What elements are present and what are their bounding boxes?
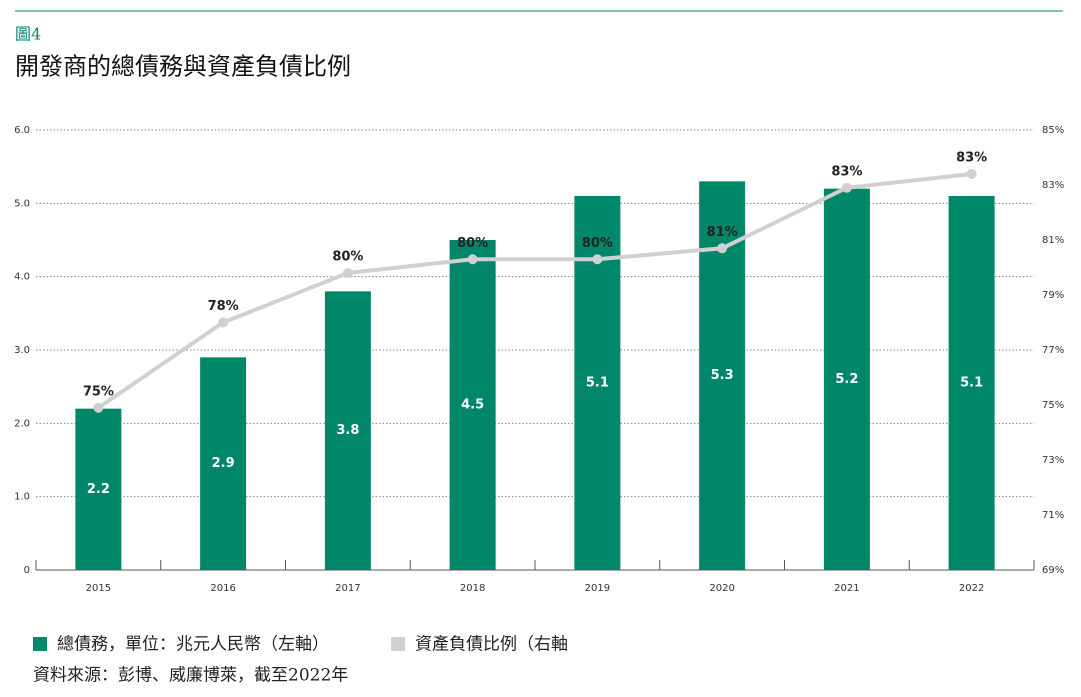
x-tick-label: 2020: [709, 583, 734, 594]
legend-swatch-line: [391, 637, 405, 651]
line-point: [841, 182, 852, 193]
x-tick-label: 2015: [86, 583, 111, 594]
bar: [75, 408, 122, 570]
line-point: [592, 254, 603, 265]
y2-tick-label: 77%: [1042, 345, 1064, 356]
line-value-label: 81%: [707, 225, 738, 240]
y-tick-label: 6.0: [14, 125, 30, 136]
y2-tick-label: 75%: [1042, 400, 1064, 411]
bar: [200, 357, 247, 570]
y2-tick-label: 83%: [1042, 180, 1064, 191]
legend-swatch-bar: [33, 637, 47, 651]
bar: [324, 291, 371, 570]
y2-tick-label: 85%: [1042, 125, 1064, 136]
y2-tick-label: 81%: [1042, 235, 1064, 246]
line-value-label: 78%: [208, 299, 239, 314]
line-value-label: 75%: [83, 384, 114, 399]
legend-label: 資產負債比例（右軸: [415, 635, 568, 655]
line-point: [717, 243, 728, 254]
line-point: [467, 254, 478, 265]
line: [97, 172, 972, 410]
figure-label: 圖4: [15, 25, 41, 44]
bar-value-label: 5.3: [711, 368, 734, 383]
y-tick-label: 4.0: [14, 272, 30, 283]
bar-value-label: 2.2: [87, 482, 110, 497]
legend-label: 總債務，單位：兆元人民幣（左軸）: [57, 635, 329, 655]
x-tick-label: 2022: [959, 583, 984, 594]
y2-tick-label: 73%: [1042, 455, 1064, 466]
y-tick-label: 2.0: [14, 418, 30, 429]
x-tick-label: 2019: [585, 583, 610, 594]
line-value-label: 80%: [332, 250, 363, 265]
y2-tick-label: 69%: [1042, 565, 1064, 576]
bar-value-label: 4.5: [461, 398, 484, 413]
source-note: 資料來源：彭博、威廉博萊，截至2022年: [33, 666, 348, 686]
line-value-label: 80%: [582, 236, 613, 251]
y-tick-label: 3.0: [14, 345, 30, 356]
y2-tick-label: 79%: [1042, 290, 1064, 301]
bar-value-label: 5.1: [586, 376, 609, 391]
y-tick-label: 1.0: [14, 492, 30, 503]
bar-value-label: 2.9: [212, 456, 235, 471]
line-value-label: 83%: [831, 164, 862, 179]
line-point: [218, 317, 229, 328]
bar-value-label: 3.8: [336, 423, 359, 438]
bar: [823, 188, 870, 570]
y-tick-label: 5.0: [14, 198, 30, 209]
chart-title: 開發商的總債務與資產負債比例: [15, 53, 351, 81]
x-tick-label: 2017: [335, 583, 360, 594]
bar: [449, 240, 496, 570]
y2-tick-label: 71%: [1042, 510, 1064, 521]
bar-value-label: 5.2: [835, 372, 858, 387]
line-value-label: 83%: [956, 151, 987, 166]
bar-value-label: 5.1: [960, 376, 983, 391]
x-tick-label: 2018: [460, 583, 485, 594]
line-value-label: 80%: [457, 236, 488, 251]
x-tick-label: 2016: [210, 583, 235, 594]
line-point: [966, 169, 977, 179]
y-tick-label: 0: [24, 565, 30, 576]
bar: [948, 196, 995, 570]
line-point: [93, 402, 104, 413]
x-tick-label: 2021: [834, 583, 859, 594]
line-point: [342, 268, 353, 278]
